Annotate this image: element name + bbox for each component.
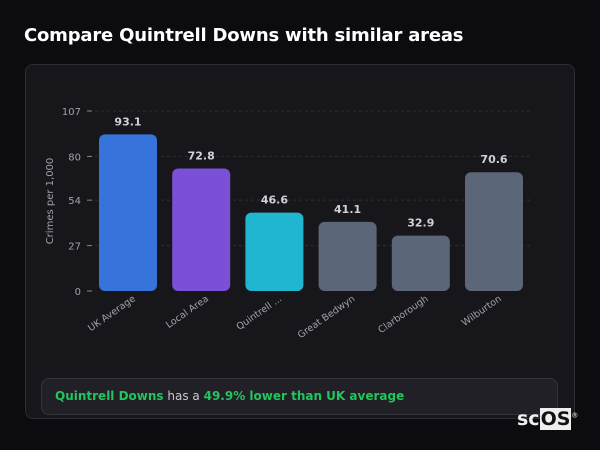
x-tick-label: Local Area [164,293,211,330]
bar [172,168,231,291]
bar-value-label: 46.6 [261,194,288,207]
x-tick-label: Clarborough [376,293,430,336]
y-tick-label: 107 [62,107,81,118]
bar [245,212,304,291]
y-tick-label: 80 [68,152,81,163]
x-tick-label: Great Bedwyn [296,293,357,341]
bar-value-label: 32.9 [407,217,434,230]
summary-area: Quintrell Downs [55,389,164,403]
x-tick-label: Quintrell ... [235,293,285,332]
bar [391,235,450,291]
summary-result: 49.9% lower than UK average [203,389,405,403]
bar [99,134,157,291]
y-tick-label: 0 [75,287,81,298]
y-axis-label: Crimes per 1,000 [45,158,56,245]
bar-value-label: 41.1 [334,203,361,216]
bar [465,172,523,291]
bar-value-label: 70.6 [480,153,507,166]
summary-text: has a [163,389,204,403]
y-tick-label: 27 [68,242,81,253]
y-tick-label: 54 [68,196,81,207]
bar [318,221,377,291]
x-tick-label: Wilburton [460,293,504,328]
bar-value-label: 72.8 [188,150,215,163]
watermark-logo: scOS® [517,408,579,430]
summary-box: Quintrell Downs has a 49.9% lower than U… [41,378,558,415]
bar-value-label: 93.1 [114,115,141,128]
x-tick-label: UK Average [86,293,138,334]
page-title: Compare Quintrell Downs with similar are… [24,25,464,46]
